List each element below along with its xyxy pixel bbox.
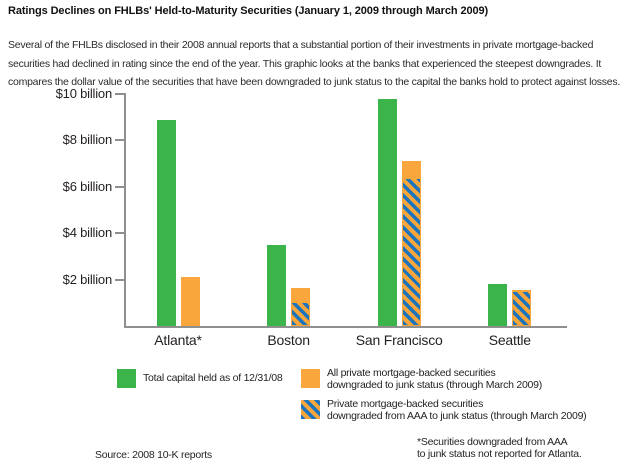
legend-label-aaa: Private mortgage-backed securities downg… [327, 398, 627, 423]
y-axis-label: $10 billion [55, 86, 113, 101]
footnote-line: *Securities downgraded from AAA [417, 436, 568, 448]
y-axis-label: $8 billion [62, 132, 113, 148]
x-axis-line [124, 326, 567, 328]
x-axis-label-atlanta: Atlanta* [154, 332, 202, 348]
y-axis-tick [115, 139, 126, 142]
bar-total-capital-boston [267, 244, 287, 326]
legend-swatch-aaa [301, 400, 320, 419]
bar-total-capital-atlanta [156, 119, 176, 326]
bar-total-capital-seattle [488, 284, 508, 326]
bar-aaa-hatched-seattle [513, 292, 531, 325]
x-axis-label-san-francisco: San Francisco [355, 332, 443, 348]
y-axis-label: $2 billion [62, 271, 113, 287]
y-axis-tick [115, 278, 126, 281]
legend-label-total-capital: Total capital held as of 12/31/08 [143, 372, 333, 385]
bar-total-capital-san-francisco [377, 98, 397, 326]
y-axis-label: $6 billion [62, 178, 113, 194]
x-axis-label-boston: Boston [267, 332, 310, 348]
chart-description: Several of the FHLBs disclosed in their … [8, 39, 621, 89]
legend-label-junk: All private mortgage-backed securities d… [327, 367, 617, 392]
source-note: Source: 2008 10-K reports [95, 449, 212, 461]
legend-label-line: downgraded to junk status (through March… [327, 378, 542, 391]
y-axis-tick [115, 232, 126, 235]
y-axis-tick [115, 93, 126, 95]
footnote-line: to junk status not reported for Atlanta. [417, 447, 582, 460]
y-axis-tick [115, 185, 126, 188]
legend-label-line: downgraded from AAA to junk status (thro… [327, 409, 587, 422]
footnote: *Securities downgraded from AAA to junk … [417, 436, 582, 461]
legend-label-line: All private mortgage-backed securities [327, 367, 496, 379]
y-axis-line [124, 94, 126, 328]
legend-label-line: Private mortgage-backed securities [327, 398, 484, 410]
x-axis-label-seattle: Seattle [488, 332, 531, 348]
legend-swatch-total-capital [117, 369, 136, 388]
y-axis-label: $4 billion [62, 225, 113, 241]
legend-swatch-junk [301, 369, 320, 388]
bar-junk-atlanta [180, 277, 200, 326]
chart-title: Ratings Declines on FHLBs' Held-to-Matur… [8, 5, 489, 17]
legend-label-line: Total capital held as of 12/31/08 [143, 372, 283, 384]
bar-aaa-hatched-boston [292, 302, 310, 325]
bar-aaa-hatched-san-francisco [402, 178, 420, 325]
